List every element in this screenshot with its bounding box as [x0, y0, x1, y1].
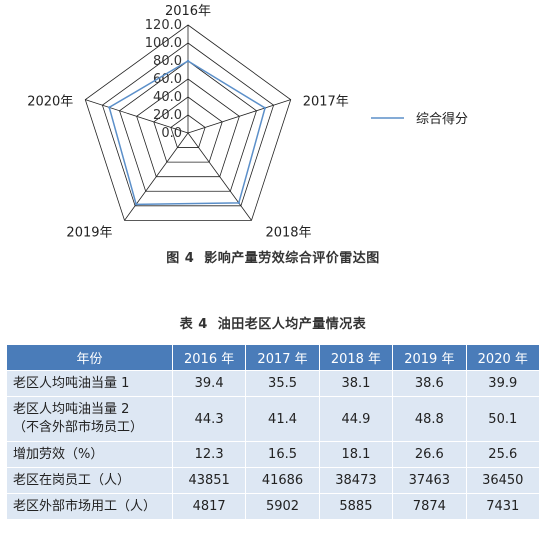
radar-spoke — [124, 132, 189, 221]
data-point — [134, 203, 138, 206]
table-cell: 5902 — [245, 493, 320, 520]
table-row: 老区人均吨油当量 1 39.4 35.5 38.1 38.6 39.9 — [6, 370, 541, 397]
table-cell: 18.1 — [318, 441, 394, 468]
header-cell-year: 年份 — [6, 344, 173, 371]
header-cell-2017: 2017 年 — [245, 344, 320, 371]
axis-label: 2016年 — [165, 4, 211, 19]
header-cell-2019: 2019 年 — [392, 344, 467, 371]
table-cell: 5885 — [318, 493, 394, 520]
radial-tick-label: 100.0 — [145, 36, 182, 51]
radar-grid-ring — [136, 78, 240, 178]
series-line — [108, 60, 266, 206]
table-cell: 26.6 — [392, 441, 467, 468]
radial-tick-label: 0.0 — [161, 126, 182, 141]
figure-caption-number: 图 4 — [166, 251, 195, 266]
header-cell-2020: 2020 年 — [465, 344, 541, 371]
table-cell: 39.4 — [171, 370, 247, 397]
table-caption: 表 4 油田老区人均产量情况表 — [0, 313, 546, 332]
radar-grid-ring — [153, 96, 223, 163]
table-cell: 41.4 — [245, 396, 320, 442]
figure-caption-text: 影响产量劳效综合评价雷达图 — [204, 251, 380, 266]
table-row: 老区外部市场用工（人） 4817 5902 5885 7874 7431 — [6, 493, 541, 520]
table-cell: 48.8 — [392, 396, 467, 442]
table-cell: 4817 — [171, 493, 247, 520]
table-cell: 38.1 — [318, 370, 394, 397]
radar-grid-ring — [84, 24, 292, 221]
table-cell: 7874 — [392, 493, 467, 520]
axis-label: 2018年 — [265, 225, 311, 240]
table-cell: 39.9 — [465, 370, 541, 397]
table-cell: 43851 — [171, 467, 247, 494]
row-label-line1: 老区人均吨油当量 2 — [13, 402, 130, 417]
table-cell: 36450 — [465, 467, 541, 494]
radial-tick-label: 80.0 — [153, 54, 182, 69]
table-cell: 38473 — [318, 467, 394, 494]
row-label: 老区外部市场用工（人） — [6, 493, 173, 520]
table-cell: 41686 — [245, 467, 320, 494]
data-point — [263, 106, 267, 110]
row-label: 增加劳效（%） — [6, 441, 173, 468]
radial-tick-label: 40.0 — [153, 90, 182, 105]
table-row: 老区人均吨油当量 2 （不含外部市场员工） 44.3 41.4 44.9 48.… — [6, 396, 541, 442]
table-cell: 25.6 — [465, 441, 541, 468]
radial-tick-label: 120.0 — [145, 18, 182, 33]
table-cell: 44.3 — [171, 396, 247, 442]
table-caption-text: 油田老区人均产量情况表 — [217, 317, 367, 332]
table-cell: 7431 — [465, 493, 541, 520]
table-cell: 44.9 — [318, 396, 394, 442]
data-point — [108, 106, 111, 109]
table-cell: 35.5 — [245, 370, 320, 397]
radar-spoke — [187, 99, 291, 134]
legend-label: 综合得分 — [416, 111, 468, 127]
data-table: 年份 2016 年 2017 年 2018 年 2019 年 2020 年 老区… — [6, 344, 541, 520]
table-cell: 38.6 — [392, 370, 467, 397]
axis-label: 2019年 — [66, 225, 112, 240]
row-label: 老区人均吨油当量 1 — [6, 370, 173, 397]
radial-tick-label: 60.0 — [153, 72, 182, 87]
radar-spoke — [85, 99, 189, 134]
radar-spoke — [187, 132, 252, 221]
row-label-line2: （不含外部市场员工） — [13, 420, 144, 435]
table-row: 老区在岗员工（人） 43851 41686 38473 37463 36450 — [6, 467, 541, 494]
axis-label: 2020年 — [27, 95, 73, 110]
table-caption-number: 表 4 — [179, 317, 208, 332]
header-cell-2016: 2016 年 — [171, 344, 247, 371]
table-cell: 12.3 — [171, 441, 247, 468]
data-point — [186, 59, 190, 63]
radar-grid-ring — [119, 60, 257, 192]
table-header-row: 年份 2016 年 2017 年 2018 年 2019 年 2020 年 — [6, 344, 541, 371]
data-point — [237, 201, 240, 205]
table-cell: 37463 — [392, 467, 467, 494]
radial-tick-label: 20.0 — [153, 108, 182, 123]
radar-grid-ring — [101, 42, 275, 207]
table-cell: 16.5 — [245, 441, 320, 468]
radar-chart: 0.0 20.0 40.0 60.0 80.0 100.0 120.0 2016年 2017年 2… — [0, 0, 546, 240]
radar-grid-ring — [170, 114, 206, 148]
axis-label: 2017年 — [303, 95, 349, 110]
figure-caption: 图 4 影响产量劳效综合评价雷达图 — [0, 247, 546, 266]
header-cell-2018: 2018 年 — [318, 344, 394, 371]
table-row: 增加劳效（%） 12.3 16.5 18.1 26.6 25.6 — [6, 441, 541, 468]
table-cell: 50.1 — [465, 396, 541, 442]
row-label: 老区在岗员工（人） — [6, 467, 173, 494]
row-label: 老区人均吨油当量 2 （不含外部市场员工） — [6, 396, 173, 442]
